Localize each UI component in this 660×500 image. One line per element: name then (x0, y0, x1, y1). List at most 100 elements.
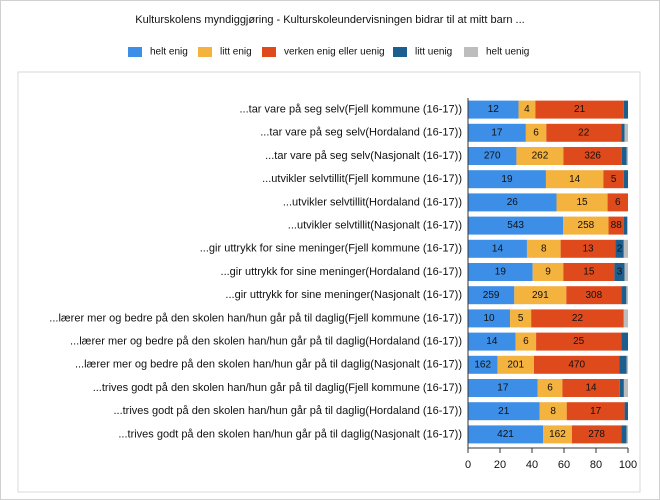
bar-segment (468, 425, 544, 444)
bar-segment (566, 286, 622, 305)
bar-segment (543, 425, 572, 444)
data-label: 308 (586, 290, 603, 301)
x-tick-label: 40 (526, 459, 538, 471)
data-label: 25 (573, 336, 585, 347)
bar-segment (468, 355, 498, 374)
legend-swatch (128, 47, 142, 57)
bar-segment (626, 355, 628, 374)
data-label: 9 (545, 267, 551, 278)
bar-segment (535, 100, 624, 119)
y-tick-label: ...gir uttrykk for sine meninger(Hordala… (221, 266, 462, 278)
data-label: 14 (492, 243, 504, 254)
data-label: 17 (590, 406, 602, 417)
bar-segment (566, 402, 625, 421)
bar-segment (621, 425, 627, 444)
bar-segment (539, 402, 567, 421)
bar-segment (546, 123, 622, 142)
bar-segment (621, 147, 627, 165)
bar-segment (510, 309, 532, 328)
bar-segment (468, 239, 527, 258)
data-label: 26 (507, 197, 519, 208)
bar-segment (468, 216, 564, 235)
bar-segment (531, 309, 624, 328)
bar-segment (621, 286, 627, 305)
data-label: 22 (572, 313, 584, 324)
bar-segment (621, 332, 628, 351)
x-tick-label: 80 (590, 459, 602, 471)
bar-segment (537, 379, 563, 397)
bar-segment (518, 100, 536, 119)
legend-swatch (393, 47, 407, 57)
y-tick-label: ...tar vare på seg selv(Hordaland (16-17… (260, 127, 462, 139)
bar-segment (545, 170, 604, 189)
plot-frame (17, 71, 641, 493)
bar-segment (571, 425, 622, 444)
bar-segment (560, 239, 616, 258)
data-label: 22 (578, 127, 590, 138)
legend-swatch (464, 47, 478, 57)
data-label: 291 (532, 290, 549, 301)
bar-segment (497, 355, 534, 374)
x-tick-label: 0 (465, 459, 471, 471)
data-label: 10 (483, 313, 495, 324)
y-tick-label: ...gir uttrykk for sine meninger(Fjell k… (200, 243, 462, 255)
bar-segment (536, 332, 622, 351)
bar-segment (624, 263, 628, 281)
data-label: 259 (483, 290, 500, 301)
y-tick-label: ...utvikler selvtillit(Hordaland (16-17)… (283, 196, 462, 208)
bar-segment (623, 309, 628, 328)
data-label: 88 (611, 220, 623, 231)
y-tick-label: ...lærer mer og bedre på den skolen han/… (49, 312, 462, 324)
data-label: 270 (484, 151, 501, 162)
bar-segment (619, 355, 627, 374)
bar-segment (516, 147, 564, 165)
data-label: 17 (491, 127, 503, 138)
y-tick-label: ...trives godt på den skolen han/hun går… (118, 428, 462, 440)
data-label: 162 (474, 359, 491, 370)
bar-segment (563, 147, 622, 165)
bar-segment (468, 309, 511, 328)
y-tick-label: ...utvikler selvtillit(Nasjonalt (16-17)… (288, 220, 462, 232)
bar-segment (562, 379, 620, 397)
data-label: 8 (550, 406, 556, 417)
data-label: 12 (488, 104, 500, 115)
data-label: 201 (507, 359, 524, 370)
data-label: 15 (576, 197, 588, 208)
legend-label: helt enig (150, 47, 188, 58)
bar-segment (468, 332, 516, 351)
bar-segment (556, 193, 608, 212)
data-label: 262 (532, 151, 549, 162)
bar-segment (468, 193, 557, 212)
x-tick-label: 20 (494, 459, 506, 471)
data-label: 15 (583, 267, 595, 278)
data-label: 326 (584, 151, 601, 162)
data-label: 21 (574, 104, 586, 115)
y-tick-label: ...trives godt på den skolen han/hun går… (113, 405, 462, 417)
data-label: 5 (611, 174, 617, 185)
data-label: 14 (486, 336, 498, 347)
bar-segment (563, 216, 609, 235)
bar-segment (525, 123, 547, 142)
bar-segment (615, 239, 624, 258)
data-label: 8 (541, 243, 547, 254)
y-tick-label: ...lærer mer og bedre på den skolen han/… (75, 359, 462, 371)
data-label: 258 (578, 220, 595, 231)
bar-segment (468, 147, 517, 165)
legend-label: helt uenig (486, 47, 529, 58)
y-tick-label: ...trives godt på den skolen han/hun går… (93, 382, 462, 394)
data-label: 6 (523, 336, 529, 347)
bar-segment (534, 355, 620, 374)
legend-label: litt uenig (415, 47, 452, 58)
y-tick-label: ...utvikler selvtillit(Fjell kommune (16… (262, 173, 462, 185)
bar-segment (515, 332, 537, 351)
bar-segment (468, 286, 515, 305)
data-label: 6 (547, 383, 553, 394)
bar-segment (468, 123, 526, 142)
y-tick-label: ...lærer mer og bedre på den skolen han/… (70, 336, 462, 348)
data-label: 19 (495, 267, 507, 278)
data-label: 13 (582, 243, 594, 254)
y-tick-label: ...tar vare på seg selv(Nasjonalt (16-17… (265, 150, 462, 162)
bar-segment (532, 263, 564, 281)
bar-segment (623, 100, 628, 119)
